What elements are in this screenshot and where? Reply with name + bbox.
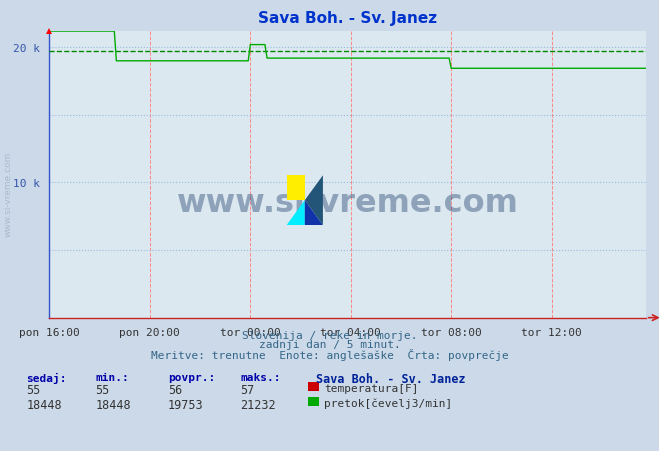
Text: 21232: 21232 <box>241 398 276 411</box>
Text: 19753: 19753 <box>168 398 204 411</box>
Polygon shape <box>304 201 323 226</box>
Text: 57: 57 <box>241 383 255 396</box>
Text: sedaj:: sedaj: <box>26 372 67 383</box>
Text: 18448: 18448 <box>96 398 131 411</box>
Bar <box>287 176 304 201</box>
Text: temperatura[F]: temperatura[F] <box>324 383 418 393</box>
Text: min.:: min.: <box>96 372 129 382</box>
Polygon shape <box>287 201 304 226</box>
Polygon shape <box>304 176 323 226</box>
Text: pretok[čevelj3/min]: pretok[čevelj3/min] <box>324 398 453 408</box>
Text: 56: 56 <box>168 383 183 396</box>
Text: Meritve: trenutne  Enote: anglešaške  Črta: povprečje: Meritve: trenutne Enote: anglešaške Črta… <box>151 348 508 360</box>
Text: maks.:: maks.: <box>241 372 281 382</box>
Text: Slovenija / reke in morje.: Slovenija / reke in morje. <box>242 330 417 340</box>
Text: 55: 55 <box>96 383 110 396</box>
Text: www.si-vreme.com: www.si-vreme.com <box>177 188 519 219</box>
Text: 18448: 18448 <box>26 398 62 411</box>
Text: Sava Boh. - Sv. Janez: Sava Boh. - Sv. Janez <box>316 372 466 385</box>
Text: povpr.:: povpr.: <box>168 372 215 382</box>
Text: zadnji dan / 5 minut.: zadnji dan / 5 minut. <box>258 339 401 349</box>
Text: www.si-vreme.com: www.si-vreme.com <box>4 152 13 236</box>
Text: 55: 55 <box>26 383 41 396</box>
Title: Sava Boh. - Sv. Janez: Sava Boh. - Sv. Janez <box>258 11 437 26</box>
